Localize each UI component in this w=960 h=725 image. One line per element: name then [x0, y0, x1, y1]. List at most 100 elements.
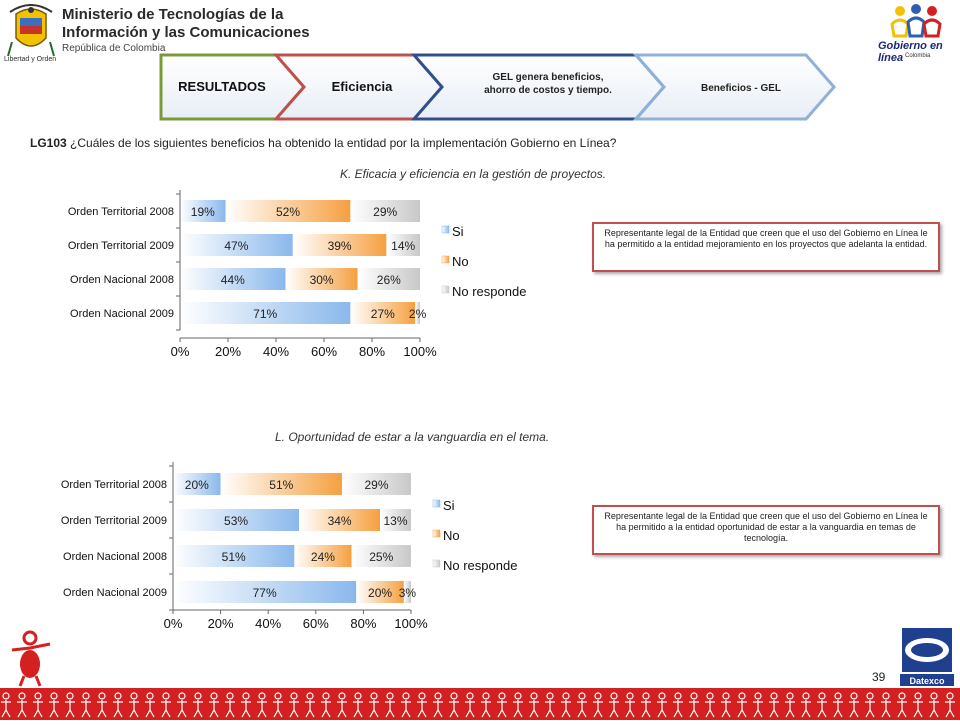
- footer-band: [0, 688, 960, 720]
- chart-k-title: K. Eficacia y eficiencia en la gestión d…: [340, 167, 607, 181]
- footer-figure-icon: [129, 692, 139, 718]
- x-tick-label: 80%: [350, 616, 376, 631]
- bar-no: [299, 509, 381, 531]
- data-label: 20%: [185, 478, 209, 492]
- chart-k-note: Representante legal de la Entidad que cr…: [592, 222, 940, 272]
- footer-figures-pattern: [1, 692, 955, 718]
- footer-figure-icon: [81, 692, 91, 718]
- bar-si: [173, 545, 295, 567]
- datexco-logo-text: Datexco: [909, 676, 945, 686]
- footer-figure-icon: [897, 692, 907, 718]
- category-label: Orden Territorial 2008: [68, 206, 174, 218]
- data-label: 19%: [191, 205, 215, 219]
- footer-figure-icon: [689, 692, 699, 718]
- legend-swatch-si: [441, 225, 450, 234]
- footer-figure-icon: [497, 692, 507, 718]
- footer-figure-icon: [209, 692, 219, 718]
- bar-no: [220, 473, 342, 495]
- x-tick-label: 40%: [263, 344, 289, 359]
- gel-logo-icon: [890, 4, 942, 38]
- footer-figure-icon: [97, 692, 107, 718]
- question-code: LG103: [30, 136, 67, 150]
- data-label: 34%: [328, 514, 352, 528]
- x-tick-label: 20%: [208, 616, 234, 631]
- tab-beneficios-gel-label[interactable]: Beneficios - GEL: [701, 83, 781, 94]
- footer-figure-icon: [257, 692, 267, 718]
- colombia-crest-icon: [7, 4, 55, 57]
- bar-no-responde: [415, 302, 420, 324]
- legend-label-no-responde: No responde: [452, 284, 526, 299]
- footer-figure-icon: [417, 692, 427, 718]
- footer-figure-icon: [929, 692, 939, 718]
- bar-si: [173, 509, 300, 531]
- footer-figure-icon: [305, 692, 315, 718]
- footer-figure-icon: [337, 692, 347, 718]
- category-label: Orden Territorial 2008: [61, 479, 167, 491]
- bar-no-responde: [350, 200, 420, 222]
- tab-beneficios-gel-shape[interactable]: [632, 53, 836, 121]
- x-tick-label: 100%: [394, 616, 428, 631]
- footer-figure-icon: [273, 692, 283, 718]
- footer-figure-icon: [513, 692, 523, 718]
- footer-figure-icon: [113, 692, 123, 718]
- data-label: 52%: [276, 205, 300, 219]
- page-number: 39: [872, 670, 886, 684]
- footer-figure-icon: [225, 692, 235, 718]
- footer-figure-icon: [561, 692, 571, 718]
- legend-swatch-si: [432, 499, 441, 508]
- footer-figure-icon: [593, 692, 603, 718]
- ministry-line-3: República de Colombia: [62, 43, 166, 54]
- bar-si: [180, 268, 286, 290]
- data-label: 39%: [328, 239, 352, 253]
- legend-label-no: No: [443, 528, 460, 543]
- footer-figure-icon: [609, 692, 619, 718]
- category-label: Orden Territorial 2009: [68, 240, 174, 252]
- data-label: 2%: [409, 307, 427, 321]
- bar-no: [292, 234, 387, 256]
- data-label: 14%: [391, 239, 415, 253]
- footer-figure-icon: [321, 692, 331, 718]
- chart-l: Orden Territorial 2008 20% 51% 29% Orden Ter…: [61, 462, 517, 631]
- footer-figure-icon: [737, 692, 747, 718]
- legend-label-no-responde: No responde: [443, 558, 517, 573]
- motto: Libertad y Orden: [4, 56, 57, 63]
- legend-swatch-no-responde: [432, 559, 441, 568]
- footer-figure-icon: [529, 692, 539, 718]
- footer-figure-icon: [801, 692, 811, 718]
- tab-gel-beneficios-label[interactable]: GEL genera beneficios, ahorro de costos y…: [484, 72, 612, 96]
- bar-si: [173, 473, 221, 495]
- x-tick-label: 80%: [359, 344, 385, 359]
- footer-figure-icon: [401, 692, 411, 718]
- footer-figure-icon: [657, 692, 667, 718]
- footer-figure-icon: [785, 692, 795, 718]
- data-label: 77%: [253, 586, 277, 600]
- x-tick-label: 40%: [255, 616, 281, 631]
- bar-no: [350, 302, 416, 324]
- legend-label-si: Si: [443, 498, 455, 513]
- x-tick-label: 0%: [171, 344, 190, 359]
- person-mascot-icon: [11, 630, 51, 687]
- footer-figure-icon: [433, 692, 443, 718]
- bar-no: [225, 200, 351, 222]
- footer-figure-icon: [145, 692, 155, 718]
- data-label: 71%: [253, 307, 277, 321]
- bar-no-responde: [357, 268, 420, 290]
- legend-label-si: Si: [452, 224, 464, 239]
- category-label: Orden Nacional 2009: [63, 587, 167, 599]
- data-label: 3%: [399, 586, 417, 600]
- bar-si: [180, 200, 226, 222]
- tab-resultados-label[interactable]: RESULTADOS: [178, 79, 266, 94]
- legend-swatch-no-responde: [441, 285, 450, 294]
- bar-no: [294, 545, 352, 567]
- data-label: 51%: [222, 550, 246, 564]
- x-tick-label: 20%: [215, 344, 241, 359]
- tab-eficiencia-label[interactable]: Eficiencia: [332, 79, 393, 94]
- footer-figure-icon: [49, 692, 59, 718]
- bar-no-responde: [386, 234, 420, 256]
- data-label: 24%: [311, 550, 335, 564]
- footer-figure-icon: [193, 692, 203, 718]
- footer-figure-icon: [33, 692, 43, 718]
- footer-figure-icon: [369, 692, 379, 718]
- ministry-line-1: Ministerio de Tecnologías de la: [62, 6, 284, 23]
- x-tick-label: 60%: [303, 616, 329, 631]
